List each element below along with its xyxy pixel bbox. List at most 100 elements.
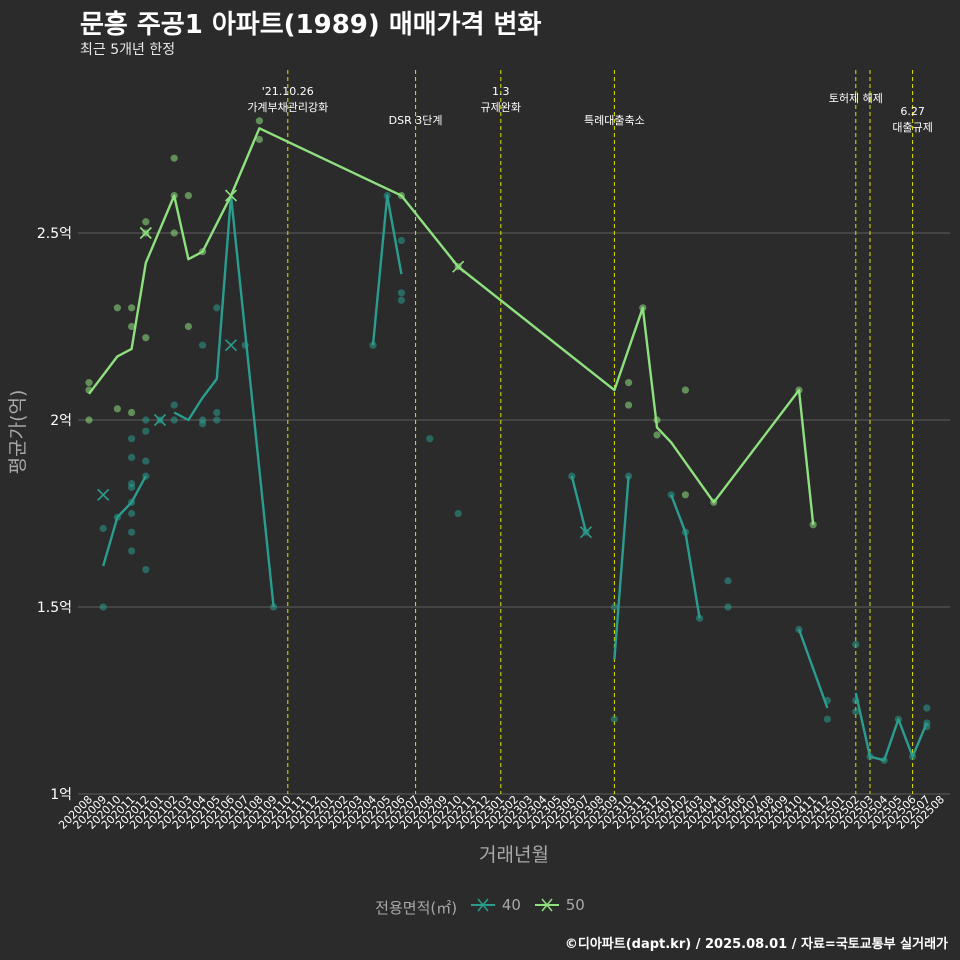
x-axis-title: 거래년월 <box>479 844 549 866</box>
series-marker-40 <box>224 339 238 352</box>
data-point-50 <box>85 379 93 387</box>
legend-label-50: 50 <box>565 896 585 914</box>
series-line-40 <box>613 476 630 660</box>
marker-stroke <box>153 413 167 427</box>
y-tick-label: 1.5억 <box>37 600 72 616</box>
legend-label-40: 40 <box>501 896 521 914</box>
data-point-50 <box>681 491 690 499</box>
data-point-40 <box>128 547 136 555</box>
data-point-40 <box>213 304 221 312</box>
event-label: 대출규제 <box>892 121 932 134</box>
data-point-40 <box>99 603 107 611</box>
data-point-40 <box>852 640 860 649</box>
event-label: 가계부채관리강화 <box>247 101 328 114</box>
series-line-40 <box>854 692 928 762</box>
data-point-50 <box>113 304 121 312</box>
data-point-50 <box>255 117 263 125</box>
legend: 전용면적(㎡) 40 50 <box>0 896 960 918</box>
data-point-40 <box>397 236 405 245</box>
series-marker-50 <box>452 260 465 273</box>
event-label: 1.3 <box>492 85 510 98</box>
data-point-40 <box>724 577 732 585</box>
data-point-40 <box>142 416 150 424</box>
data-point-50 <box>113 405 121 413</box>
data-point-40 <box>142 427 150 435</box>
series-line-40 <box>371 194 403 346</box>
data-point-50 <box>625 379 633 387</box>
data-point-40 <box>696 614 704 622</box>
data-point-40 <box>724 603 732 611</box>
data-point-50 <box>625 401 633 409</box>
data-point-50 <box>681 386 690 394</box>
data-point-50 <box>85 416 93 424</box>
marker-stroke <box>224 339 238 352</box>
data-point-50 <box>170 229 178 237</box>
series-line-50 <box>88 127 815 525</box>
data-point-40 <box>610 603 619 611</box>
data-point-40 <box>128 528 136 536</box>
series-marker-40 <box>153 413 167 427</box>
event-label: 규제완화 <box>481 101 521 114</box>
data-point-50 <box>142 218 150 226</box>
series-line-40 <box>570 475 588 533</box>
data-point-40 <box>852 708 860 716</box>
legend-item-50: 50 <box>534 896 585 914</box>
data-point-40 <box>454 509 462 518</box>
legend-item-40: 40 <box>470 896 521 914</box>
event-label: 특례대출축소 <box>584 114 645 127</box>
y-tick-label: 2억 <box>50 413 72 429</box>
data-point-40 <box>128 453 136 461</box>
data-point-40 <box>610 715 619 723</box>
data-point-40 <box>99 524 107 533</box>
data-point-40 <box>397 296 405 304</box>
marker-stroke <box>579 526 593 539</box>
series-line-40 <box>173 194 275 608</box>
data-point-50 <box>255 135 263 144</box>
marker-stroke <box>139 226 152 240</box>
data-point-40 <box>213 408 221 417</box>
series-marker-50 <box>224 189 238 202</box>
data-point-40 <box>823 715 832 723</box>
data-point-50 <box>184 322 192 331</box>
legend-key-40-icon <box>470 898 495 912</box>
data-point-40 <box>128 435 136 443</box>
source-caption: ©디아파트(dapt.kr) / 2025.08.01 / 자료=국토교통부 실… <box>564 937 948 952</box>
data-point-50 <box>128 322 136 331</box>
data-point-40 <box>199 416 207 424</box>
data-point-40 <box>128 479 136 488</box>
data-point-40 <box>170 401 178 409</box>
series-line-40 <box>102 475 147 567</box>
marker-stroke <box>224 189 238 202</box>
y-tick-label: 2.5억 <box>37 226 72 242</box>
legend-title: 전용면적(㎡) <box>375 899 458 917</box>
data-point-40 <box>213 416 221 424</box>
data-point-40 <box>199 341 207 349</box>
y-axis-title: 평균가(억) <box>7 390 29 475</box>
legend-key-50-icon <box>534 898 559 912</box>
event-label: DSR 3단계 <box>389 114 443 127</box>
data-point-50 <box>170 154 178 162</box>
marker-stroke <box>97 488 110 501</box>
data-point-50 <box>809 521 817 529</box>
data-point-40 <box>142 566 150 574</box>
marker-stroke <box>452 260 465 273</box>
series-line-40 <box>670 494 701 619</box>
chart-subtitle: 최근 5개년 한정 <box>80 42 176 58</box>
data-point-40 <box>923 704 931 712</box>
data-point-40 <box>426 435 434 443</box>
data-point-40 <box>128 509 136 518</box>
data-point-50 <box>128 408 136 417</box>
y-tick-label: 1억 <box>50 787 72 803</box>
series-marker-50 <box>139 226 152 240</box>
event-label: '21.10.26 <box>262 85 314 98</box>
data-point-40 <box>142 457 150 465</box>
data-point-50 <box>653 431 661 439</box>
event-label: 토허제 해제 <box>829 91 883 105</box>
data-point-40 <box>397 289 405 297</box>
event-label: 6.27 <box>900 105 925 118</box>
series-line-40 <box>797 628 829 709</box>
data-point-50 <box>184 192 192 200</box>
data-point-50 <box>142 334 150 342</box>
data-point-50 <box>128 304 136 312</box>
